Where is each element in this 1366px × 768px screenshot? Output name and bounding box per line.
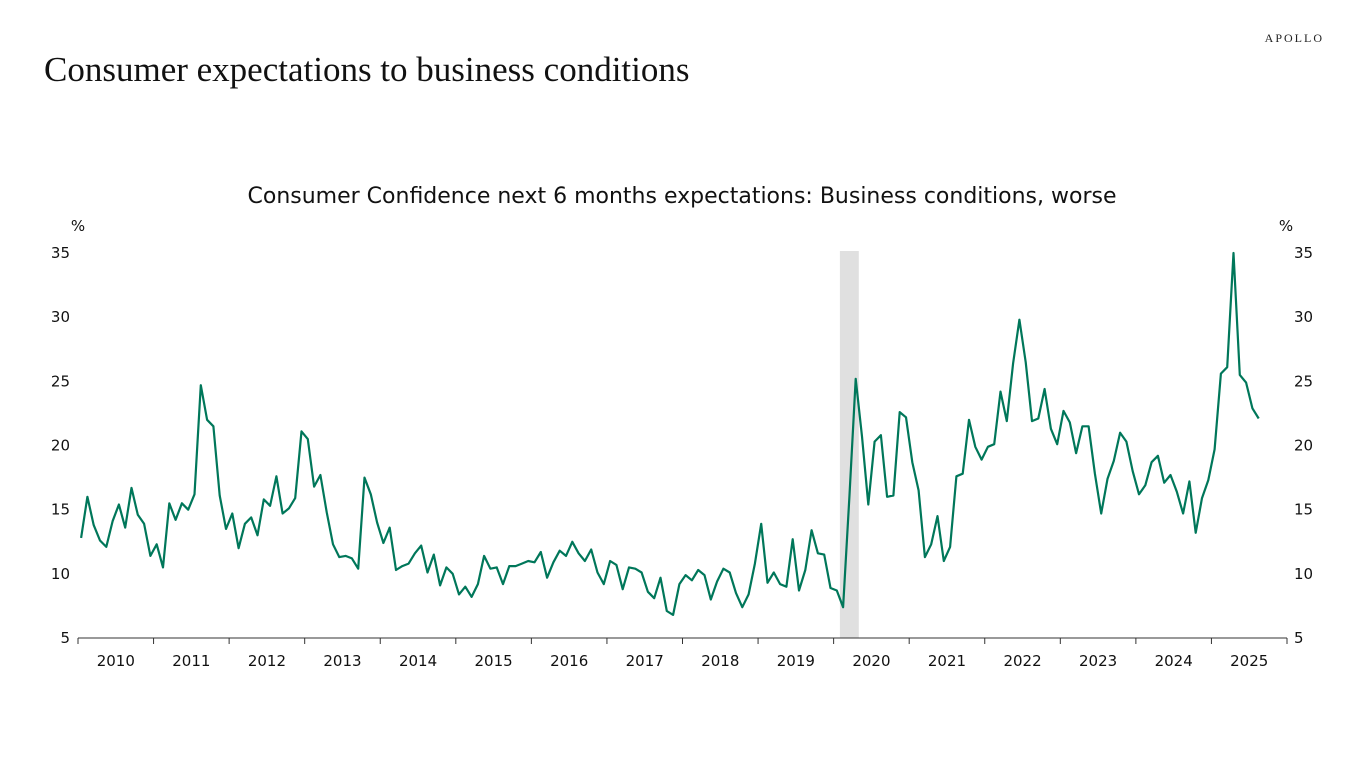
x-tick-label: 2023 [1079,652,1117,670]
y-tick-label-left: 25 [51,372,70,390]
x-tick-label: 2015 [475,652,513,670]
x-tick-label: 2013 [323,652,361,670]
y-tick-label-left: 30 [51,308,70,326]
y-tick-label-right: 35 [1294,244,1313,262]
chart-title: Consumer Confidence next 6 months expect… [248,184,1117,209]
recession-band [839,251,859,638]
y-tick-label-left: 5 [60,629,70,647]
y-tick-label-right: 25 [1294,372,1313,390]
y-axis-label-right: % [1279,217,1293,235]
x-tick-label: 2010 [97,652,135,670]
x-tick-label: 2018 [701,652,739,670]
x-tick-label: 2022 [1003,652,1041,670]
x-tick-label: 2019 [777,652,815,670]
y-axis-label-left: % [71,217,85,235]
y-tick-label-right: 30 [1294,308,1313,326]
y-tick-label-left: 35 [51,244,70,262]
series-line [80,251,1260,616]
y-tick-label-right: 20 [1294,437,1313,455]
y-tick-label-left: 15 [51,501,70,519]
x-tick-label: 2011 [172,652,210,670]
x-tick-label: 2017 [626,652,664,670]
x-tick-label: 2021 [928,652,966,670]
x-tick-label: 2025 [1230,652,1268,670]
x-tick-label: 2024 [1155,652,1193,670]
y-tick-label-left: 10 [51,565,70,583]
x-tick-label: 2016 [550,652,588,670]
page-title: Consumer expectations to business condit… [44,50,690,89]
y-tick-label-right: 10 [1294,565,1313,583]
x-tick-label: 2020 [852,652,890,670]
y-tick-label-left: 20 [51,437,70,455]
y-tick-label-right: 15 [1294,501,1313,519]
x-tick-label: 2012 [248,652,286,670]
apollo-logo: APOLLO [1264,31,1324,45]
y-tick-label-right: 5 [1294,629,1304,647]
x-tick-label: 2014 [399,652,437,670]
